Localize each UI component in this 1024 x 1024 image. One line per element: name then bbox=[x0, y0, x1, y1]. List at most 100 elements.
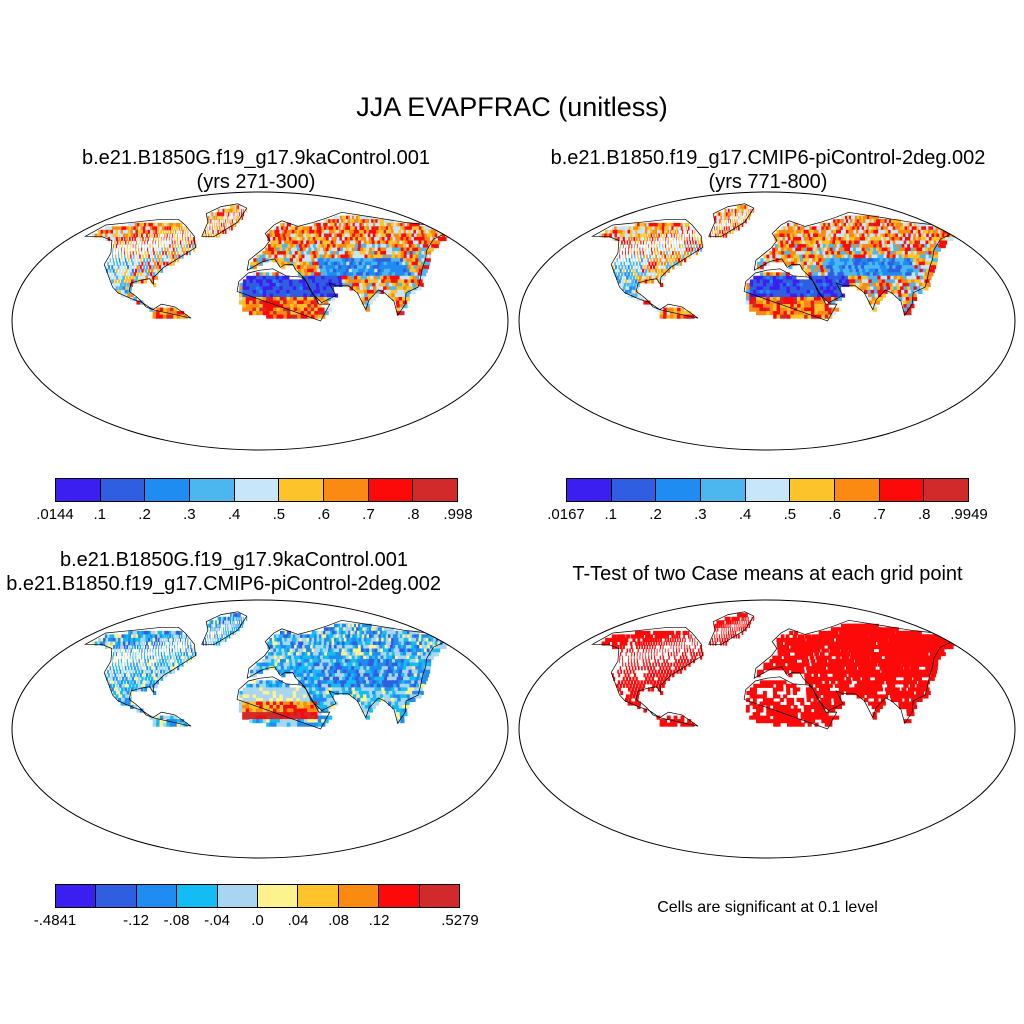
map-cell bbox=[635, 226, 640, 231]
map-cell bbox=[217, 229, 219, 234]
map-cell bbox=[651, 244, 652, 249]
map-cell bbox=[282, 275, 287, 280]
map-cell bbox=[129, 237, 131, 242]
map-cell bbox=[299, 289, 304, 294]
map-cell bbox=[182, 251, 185, 256]
map-cell bbox=[812, 247, 818, 252]
map-cell bbox=[365, 307, 370, 312]
map-cell bbox=[681, 251, 683, 256]
map-cell bbox=[810, 289, 815, 294]
map-cell bbox=[210, 627, 212, 632]
map-cell bbox=[838, 254, 844, 259]
map-cell bbox=[662, 244, 664, 249]
map-cell bbox=[668, 247, 670, 252]
map-cell bbox=[383, 261, 390, 266]
map-cell bbox=[158, 237, 160, 242]
map-cell bbox=[680, 311, 685, 316]
map-cell bbox=[799, 240, 804, 245]
map-cell bbox=[872, 282, 878, 287]
map-cell bbox=[796, 282, 801, 287]
map-cell bbox=[687, 222, 690, 227]
map-cell bbox=[153, 251, 155, 256]
map-cell bbox=[874, 275, 879, 280]
map-cell bbox=[673, 254, 676, 259]
map-cell bbox=[321, 279, 327, 284]
map-cell bbox=[619, 275, 622, 280]
map-cell bbox=[152, 240, 154, 245]
map-cell bbox=[262, 275, 267, 280]
map-cell bbox=[671, 233, 673, 238]
map-cell bbox=[907, 311, 912, 316]
map-cell bbox=[296, 229, 302, 234]
map-cell bbox=[159, 251, 161, 256]
map-cell bbox=[694, 237, 696, 242]
map-cell bbox=[281, 265, 286, 270]
map-cell bbox=[890, 261, 897, 266]
map-cell bbox=[732, 215, 734, 220]
map-cell bbox=[792, 282, 797, 287]
map-cell bbox=[636, 247, 638, 252]
map-cell bbox=[763, 258, 767, 263]
map-cell bbox=[784, 233, 789, 238]
map-cell bbox=[625, 237, 628, 242]
map-cell bbox=[647, 226, 651, 231]
map-cell bbox=[880, 275, 886, 280]
map-cell bbox=[902, 272, 908, 277]
map-cell bbox=[639, 261, 641, 266]
map-cell bbox=[810, 297, 815, 302]
map-cell bbox=[875, 282, 881, 287]
map-cell bbox=[281, 261, 286, 266]
map-cell bbox=[796, 254, 801, 259]
map-cell bbox=[637, 240, 639, 245]
map-cell bbox=[279, 279, 284, 284]
map-cell bbox=[388, 282, 394, 287]
map-cell bbox=[226, 212, 228, 217]
map-cell bbox=[361, 279, 367, 284]
map-cell bbox=[364, 293, 369, 298]
map-cell bbox=[239, 293, 243, 298]
map-cell bbox=[872, 261, 878, 266]
map-cell bbox=[826, 282, 831, 287]
map-cell bbox=[296, 286, 301, 291]
map-cell bbox=[218, 620, 221, 625]
map-cell bbox=[825, 261, 830, 266]
map-cell bbox=[906, 300, 911, 305]
map-cell bbox=[876, 265, 882, 270]
map-cell bbox=[389, 286, 395, 291]
map-cell bbox=[622, 254, 624, 259]
map-cell bbox=[797, 261, 802, 266]
map-cell bbox=[367, 289, 372, 294]
map-cell bbox=[659, 265, 662, 270]
map-cell bbox=[132, 244, 134, 249]
map-cell bbox=[812, 258, 817, 263]
map-cell bbox=[287, 244, 292, 249]
map-cell bbox=[944, 237, 954, 242]
map-cell bbox=[640, 226, 644, 231]
map-cell bbox=[249, 293, 254, 298]
map-cell bbox=[317, 240, 322, 245]
map-cell bbox=[813, 261, 818, 266]
coastline-samerica bbox=[151, 303, 192, 319]
map-cell bbox=[640, 233, 643, 238]
map-cell bbox=[913, 258, 920, 263]
map-cell bbox=[299, 282, 304, 287]
map-cell bbox=[381, 258, 388, 263]
map-cell bbox=[209, 229, 212, 234]
map-cell bbox=[789, 289, 794, 294]
map-cell bbox=[365, 304, 370, 309]
map-cell bbox=[226, 208, 229, 213]
map-cell bbox=[723, 212, 726, 217]
map-cell bbox=[256, 286, 260, 291]
map-cell bbox=[898, 272, 904, 277]
map-cell bbox=[310, 311, 315, 316]
map-cell bbox=[382, 272, 388, 277]
map-cell bbox=[118, 229, 122, 234]
map-cell bbox=[800, 293, 805, 298]
map-cell bbox=[697, 247, 700, 252]
map-cell bbox=[681, 233, 683, 238]
map-cell bbox=[187, 233, 189, 238]
map-cell bbox=[883, 286, 889, 291]
map-cell bbox=[790, 237, 795, 242]
map-cell bbox=[913, 286, 919, 291]
map-cell bbox=[850, 272, 855, 277]
